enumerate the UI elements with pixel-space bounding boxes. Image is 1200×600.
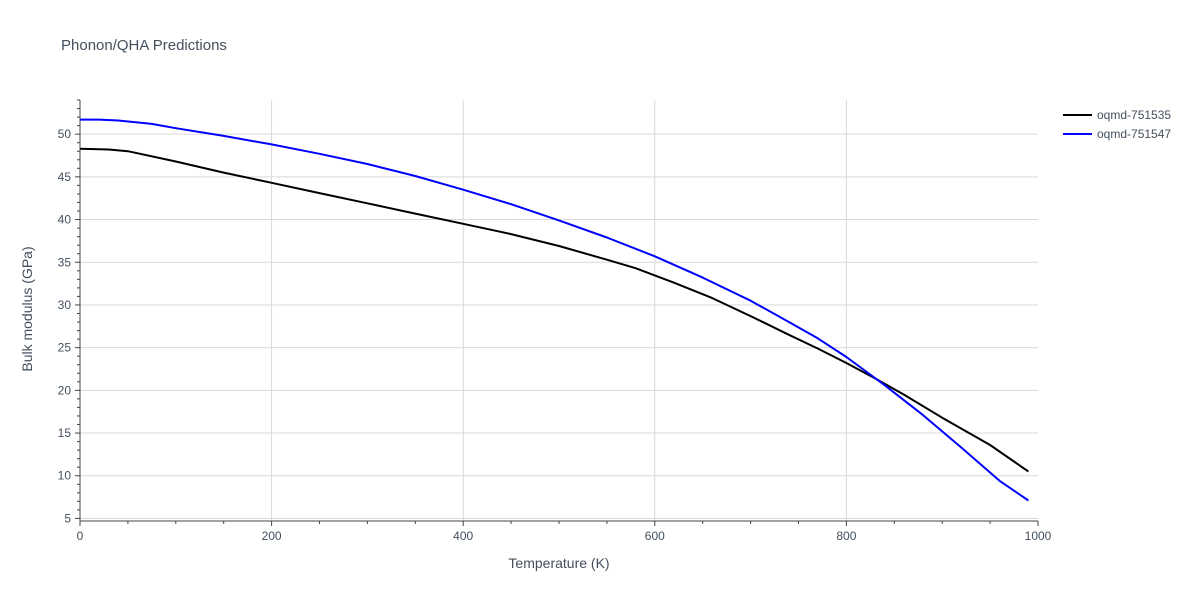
plot-area xyxy=(79,118,1029,502)
x-tick-label: 800 xyxy=(836,529,856,543)
x-tick-label: 1000 xyxy=(1025,529,1052,543)
axes: 5 10 15 20 25 30 35 40 45 50 0 200 400 600 800 1000 xyxy=(58,99,1052,543)
y-tick-label: 15 xyxy=(58,426,72,440)
y-tick-label: 35 xyxy=(58,255,72,269)
x-tick-label: 0 xyxy=(77,529,84,543)
x-tick-label: 200 xyxy=(262,529,282,543)
chart-title: Phonon/QHA Predictions xyxy=(61,37,227,54)
x-tick-label: 600 xyxy=(645,529,665,543)
y-tick-label: 40 xyxy=(58,213,72,227)
y-tick-label: 20 xyxy=(58,383,72,397)
y-tick-label: 45 xyxy=(58,170,72,184)
x-tick-label: 400 xyxy=(453,529,473,543)
legend-label: oqmd-751535 xyxy=(1097,108,1171,122)
legend-item-oqmd-751547[interactable]: oqmd-751547 xyxy=(1063,127,1171,141)
legend[interactable]: oqmd-751535 oqmd-751547 xyxy=(1063,108,1171,141)
grid xyxy=(80,100,1038,521)
y-tick-label: 25 xyxy=(58,341,72,355)
y-tick-label: 30 xyxy=(58,298,72,312)
series-line-oqmd-751547 xyxy=(80,118,1029,502)
legend-item-oqmd-751535[interactable]: oqmd-751535 xyxy=(1063,108,1171,122)
y-tick-label: 50 xyxy=(58,127,72,141)
y-tick-label: 5 xyxy=(64,511,71,525)
series-line-oqmd-751535 xyxy=(79,147,1029,473)
x-axis-title: Temperature (K) xyxy=(508,555,609,571)
y-tick-label: 10 xyxy=(58,469,72,483)
legend-label: oqmd-751547 xyxy=(1097,127,1171,141)
y-axis-title: Bulk modulus (GPa) xyxy=(19,246,35,371)
